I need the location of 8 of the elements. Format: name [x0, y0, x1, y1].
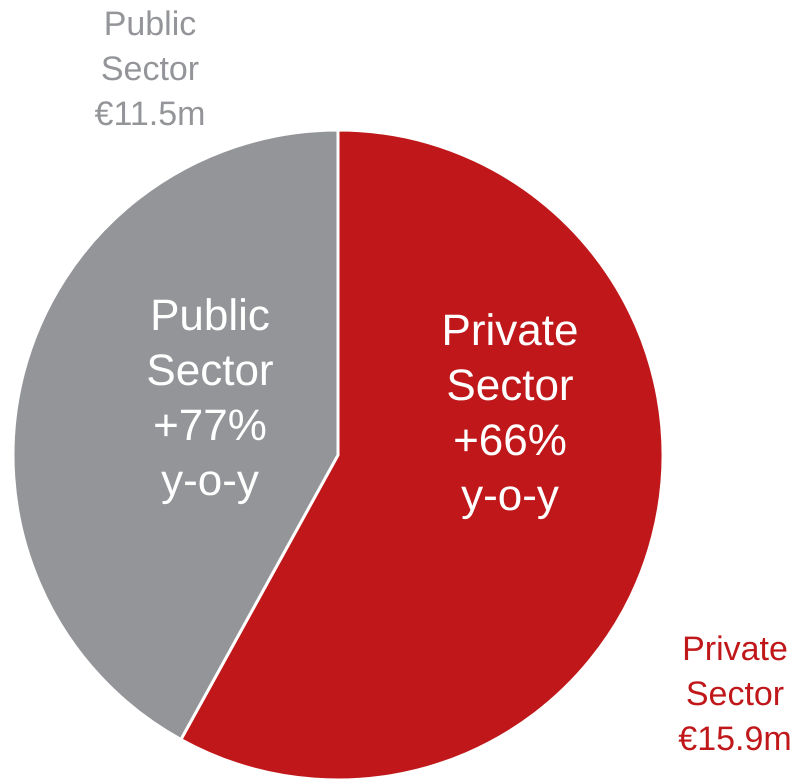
text: +66% y-o-y — [453, 416, 567, 520]
text: +77% y-o-y — [153, 401, 267, 505]
slice-label: Private Sector — [442, 306, 578, 410]
slice-label: Public Sector — [100, 5, 200, 88]
data-label: €15.9m — [678, 720, 792, 758]
slice-label: Public Sector — [146, 291, 274, 395]
slice-label: Private Sector — [682, 630, 788, 713]
data-label: €11.5m — [94, 95, 206, 133]
